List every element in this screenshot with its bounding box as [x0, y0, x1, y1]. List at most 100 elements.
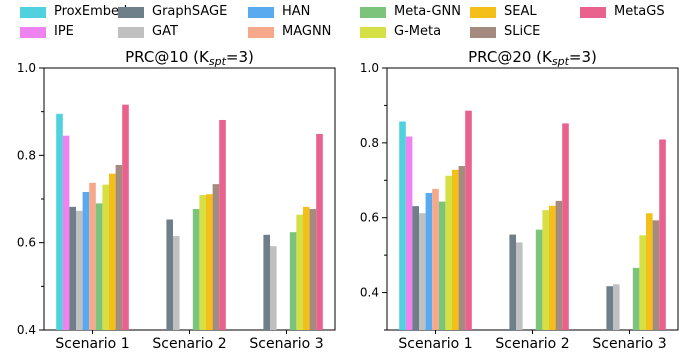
bar-graphsage-2	[509, 234, 516, 330]
bar-graphsage-3	[606, 286, 613, 330]
legend-swatch	[360, 6, 386, 18]
x-tick-label: Scenario 2	[495, 336, 569, 352]
legend-label: ProxEmbed	[54, 4, 128, 19]
legend-swatch	[580, 6, 606, 18]
y-tick-label: 0.6	[360, 211, 379, 225]
legend-item-graphsage: GraphSAGE	[118, 3, 227, 21]
chart-title-tail: =3)	[569, 48, 597, 66]
legend-item-ipe: IPE	[20, 23, 74, 41]
y-tick-label: 0.4	[360, 286, 379, 300]
legend-label: GraphSAGE	[152, 4, 228, 19]
bar-meta-gnn-3	[632, 267, 640, 330]
bar-ipe-1	[405, 136, 413, 330]
legend-item-han: HAN	[248, 3, 310, 21]
bar-metags-2	[219, 119, 226, 330]
chart-title-main: PRC@20 (K	[468, 48, 553, 66]
bar-slice-2	[555, 200, 563, 330]
bar-graphsage-1	[412, 206, 419, 330]
legend-swatch	[118, 6, 144, 18]
chart-title-tail: =3)	[226, 48, 254, 66]
legend-label: G-Meta	[394, 24, 442, 39]
y-tick-label: 1.0	[17, 61, 36, 75]
x-tick-label: Scenario 2	[152, 336, 226, 352]
bar-gat-2	[516, 242, 523, 330]
bar-metags-3	[316, 133, 323, 330]
bar-g-meta-2	[542, 210, 549, 330]
bar-meta-gnn-1	[95, 203, 103, 330]
legend: ProxEmbed IPE GraphSAGE GAT HAN MAGNN Meta-GNN…	[0, 0, 694, 46]
bar-gat-3	[270, 246, 277, 330]
legend-item-metags: MetaGS	[580, 3, 665, 21]
bar-magnn-1	[89, 182, 96, 330]
bar-g-meta-3	[296, 214, 303, 330]
legend-item-seal: SEAL	[470, 3, 537, 21]
legend-label: SEAL	[504, 4, 537, 19]
bar-slice-1	[458, 166, 466, 330]
legend-swatch	[360, 26, 386, 38]
bar-g-meta-2	[199, 195, 206, 330]
chart-panel-2: PRC@20 (Kspt=3) 0.4 0.6 0.8 1.0 Scenario 1 Sce…	[360, 48, 679, 352]
legend-label: MAGNN	[282, 24, 332, 39]
legend-item-magnn: MAGNN	[248, 23, 331, 41]
x-tick-label: Scenario 3	[592, 336, 666, 352]
legend-label: IPE	[54, 24, 74, 39]
legend-label: HAN	[282, 4, 311, 19]
bar-seal-1	[109, 173, 116, 330]
bar-proxembed-1	[399, 121, 406, 330]
bar-meta-gnn-3	[289, 232, 297, 330]
bar-slice-1	[115, 164, 123, 330]
legend-swatch	[20, 6, 46, 18]
y-tick-label: 1.0	[360, 61, 379, 75]
y-tick-label: 0.8	[17, 148, 36, 162]
chart-title: PRC@20 (Kspt=3)	[468, 48, 597, 68]
bar-seal-2	[206, 194, 213, 330]
legend-item-meta-gnn: Meta-GNN	[360, 3, 461, 21]
x-tick-label: Scenario 1	[55, 336, 129, 352]
y-tick-label: 0.8	[360, 136, 379, 150]
x-tick-label: Scenario 3	[249, 336, 323, 352]
chart-panel-1: PRC@10 (Kspt=3) 0.4 0.6 0.8 1.0 Scenario 1 Sce…	[17, 48, 336, 352]
bar-g-meta-1	[102, 184, 109, 330]
legend-swatch	[20, 26, 46, 38]
bar-gat-2	[173, 236, 180, 330]
legend-swatch	[470, 6, 496, 18]
bar-slice-2	[212, 184, 220, 330]
bar-han-1	[425, 193, 433, 330]
legend-label: MetaGS	[614, 4, 665, 19]
legend-item-g-meta: G-Meta	[360, 23, 441, 41]
chart-title: PRC@10 (Kspt=3)	[125, 48, 254, 68]
bar-han-1	[82, 192, 90, 330]
chart-title-subscript: spt	[209, 55, 227, 68]
bar-graphsage-2	[166, 219, 173, 330]
bar-ipe-1	[62, 135, 70, 330]
bar-seal-3	[303, 206, 310, 330]
bar-meta-gnn-1	[438, 201, 446, 330]
bar-slice-3	[309, 209, 317, 330]
legend-item-proxembed: ProxEmbed	[20, 3, 127, 21]
bar-seal-2	[549, 205, 556, 330]
chart-title-subscript: spt	[552, 55, 570, 68]
bar-graphsage-3	[263, 234, 270, 330]
x-tick-label: Scenario 1	[398, 336, 472, 352]
bar-seal-1	[452, 169, 459, 330]
chart-title-main: PRC@10 (K	[125, 48, 210, 66]
bar-gat-1	[76, 210, 83, 330]
legend-label: SLiCE	[504, 24, 541, 39]
bar-g-meta-1	[445, 175, 452, 330]
legend-swatch	[248, 6, 274, 18]
legend-swatch	[470, 26, 496, 38]
legend-label: GAT	[152, 24, 178, 39]
bar-gat-1	[419, 213, 426, 330]
bar-metags-2	[562, 123, 569, 330]
legend-item-slice: SLiCE	[470, 23, 540, 41]
bar-slice-3	[652, 220, 660, 330]
bar-meta-gnn-2	[535, 229, 543, 330]
legend-swatch	[248, 26, 274, 38]
bar-metags-1	[465, 110, 472, 330]
bar-seal-3	[646, 213, 653, 330]
bar-meta-gnn-2	[192, 209, 200, 330]
bar-graphsage-1	[69, 206, 76, 330]
legend-swatch	[118, 26, 144, 38]
bar-magnn-1	[432, 188, 439, 330]
